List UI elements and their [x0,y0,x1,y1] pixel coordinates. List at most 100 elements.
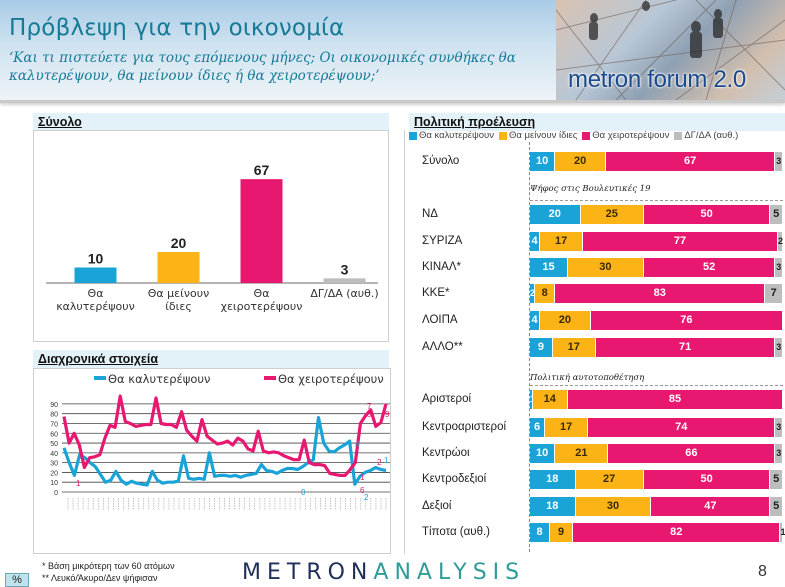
stacked-segment: 1 [530,390,535,409]
group-caption: Πολιτική αυτοτοποθέτηση [530,373,645,383]
legend-swatch [582,131,591,140]
row-label: ΣΥΡΙΖΑ [422,235,463,247]
stacked-segment: 3 [775,258,782,277]
row-label: ΝΔ [422,208,438,220]
stacked-segment: 8 [535,284,555,303]
bar-3 [240,179,283,283]
row-label: Σύνολο [422,155,460,167]
y-tick-label: 0 [54,490,58,497]
legend-label: Θα χειροτερέψουν [592,130,670,141]
legend-swatch [409,131,417,140]
group-divider [530,385,783,386]
category-label: καλυτερέψουν [56,300,135,313]
metron-analysis-logo: METRONANALYSIS [242,560,525,585]
y-tick-label: 40 [50,451,58,458]
legend-item: Θα μείνουν ίδιες [499,130,577,141]
question-text: ‘Και τι πιστεύετε για τους επόμενους μήν… [9,50,516,84]
stacked-segment: 25 [580,205,643,224]
legend-label: Θα καλυτερέψουν [108,372,210,386]
stacked-segment: 76 [590,311,782,330]
footnotes: * Βάση μικρότερη των 60 ατόμων ** Λευκό/… [42,560,175,584]
stacked-segment: 5 [770,470,782,489]
trend-line-chart: Θα καλυτερέψουν Θα χειροτερέψουν010203040… [50,372,390,510]
legend-swatch [674,131,683,140]
data-annotation: 1 [76,479,81,488]
row-label: Κεντροαριστεροί [422,421,507,433]
stacked-segment: 3 [775,152,782,171]
stacked-segment: 17 [540,232,583,251]
footnote-2: ** Λευκό/Άκυρο/Δεν ψήφισαν [42,573,158,583]
stacked-segment: 47 [651,497,770,516]
bar-value-label: 20 [171,235,187,251]
stacked-segment: 30 [575,497,651,516]
stacked-segment: 67 [605,152,775,171]
stacked-segment: 20 [530,205,580,224]
legend-item: ΔΓ/ΔΑ (αυθ.) [674,130,738,141]
stacked-segment: 74 [588,418,775,437]
legend-item: Θα χειροτερέψουν [582,130,669,141]
photo-pattern [556,0,785,100]
page-title: Πρόβλεψη για την οικονομία [9,15,345,41]
total-bar-chart-panel: 10 Θα καλυτερέψουν 20 Θα μείνουν ίδιες 67 Θα χει… [33,130,389,342]
data-annotation: 7 [367,402,372,411]
row-label: ΑΛΛΟ** [422,341,463,353]
row-label: Δεξιοί [422,500,452,512]
stacked-segment: 50 [643,205,770,224]
legend-label: Θα καλυτερέψουν [419,130,494,141]
row-label: Αριστεροί [422,393,472,405]
stacked-segment: 82 [573,523,780,542]
panel-divider [404,130,405,554]
data-annotation: 1 [360,473,365,482]
stacked-segment: 20 [540,311,590,330]
category-label: ίδιες [165,300,192,313]
stacked-segment: 15 [530,258,567,277]
brand-logo-text: metron forum 2.0 [568,66,746,93]
slide-header: Πρόβλεψη για την οικονομία ‘Και τι πιστε… [0,0,785,103]
bar-value-label: 10 [88,251,104,267]
stacked-segment: 3 [775,418,782,437]
stacked-segment: 8 [530,523,550,542]
stacked-segment: 9 [530,338,552,357]
legend-label: Θα χειροτερέψουν [278,372,384,386]
bar-value-label: 67 [254,162,270,178]
section-title-political: Πολιτική προέλευση [409,113,785,131]
stacked-segment: 66 [608,444,775,463]
series-line [62,394,388,478]
y-tick-label: 10 [50,480,58,487]
trend-line-chart-panel: Θα καλυτερέψουν Θα χειροτερέψουν 0 10 20 30 40… [33,368,391,554]
stacked-segment: 17 [545,418,588,437]
stacked-segment: 2 [530,284,535,303]
section-title-total: Σύνολο [33,113,389,131]
bar-value-label: 3 [341,261,349,277]
footnote-1: * Βάση μικρότερη των 60 ατόμων [42,561,175,571]
row-label: Τίποτα (αυθ.) [422,526,490,538]
category-label: χειροτερέψουν [221,300,303,313]
bar-4 [323,278,366,283]
row-label: ΛΟΙΠΑ [422,314,458,326]
row-label: ΚΚΕ* [422,287,450,299]
category-label: Θα [254,287,270,300]
stacked-segment: 3 [775,444,782,463]
row-label: ΚΙΝΑΛ* [422,261,461,273]
stacked-segment: 77 [583,232,777,251]
legend-swatch [264,376,276,380]
legend-swatch [499,131,507,140]
stacked-segment: 52 [643,258,775,277]
data-annotation: 4 [355,440,360,449]
stacked-segment: 4 [530,311,540,330]
stacked-segment: 6 [530,418,545,437]
stacked-segment: 14 [532,390,567,409]
y-tick-label: 50 [50,441,58,448]
stacked-segment: 9 [550,523,572,542]
stacked-segment: 30 [567,258,643,277]
group-divider [530,200,783,201]
y-tick-label: 80 [50,412,58,419]
y-tick-label: 90 [50,402,58,409]
y-tick-label: 60 [50,431,58,438]
stacked-segment: 50 [643,470,770,489]
logo-part-2: ANALYSIS [373,560,526,585]
data-annotation: 2 [364,493,369,502]
y-tick-label: 70 [50,421,58,428]
category-label: Θα [88,287,104,300]
data-annotation: 0 [301,488,306,497]
